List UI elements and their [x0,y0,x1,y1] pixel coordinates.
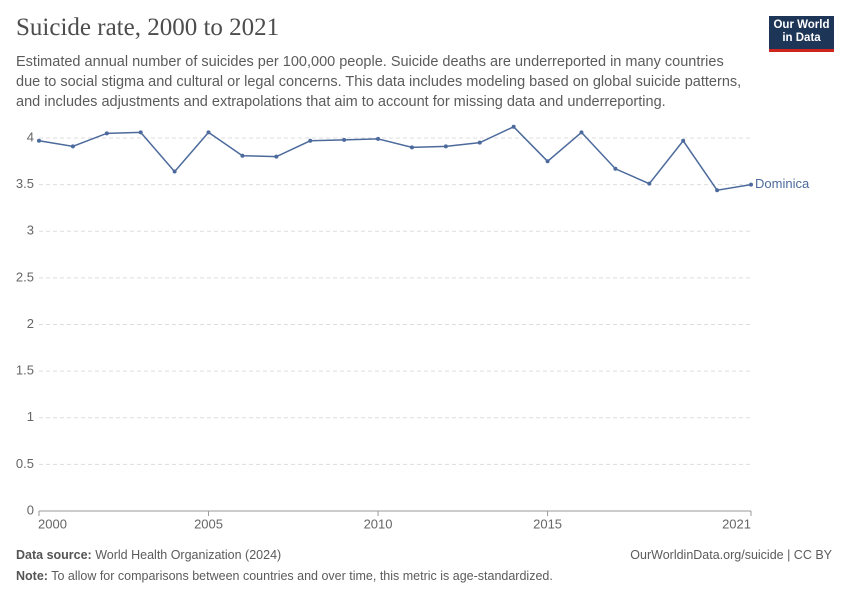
note-label: Note: [16,569,48,583]
point [70,144,75,149]
y-tick-label: 1 [27,409,34,424]
x-tick-label: 2005 [194,516,223,531]
x-tick-label: 2015 [533,516,562,531]
y-tick-label: 3.5 [16,176,34,191]
y-tick-label: 2 [27,316,34,331]
chart-subtitle: Estimated annual number of suicides per … [16,54,742,110]
point [715,188,720,193]
source-label: Data source: [16,548,92,562]
x-tick-label: 2021 [722,516,751,531]
point [443,144,448,149]
point [647,181,652,186]
y-tick-label: 3 [27,223,34,238]
point [308,138,313,143]
point [545,159,550,164]
logo-text: in Data [782,32,821,44]
note: Note: To allow for comparisons between c… [16,569,553,583]
point [240,153,245,158]
point [104,131,109,136]
logo-text: Our World [773,19,830,31]
series-label: Dominica [755,176,810,191]
point [37,138,41,143]
point [681,138,686,143]
y-tick-label: 2.5 [16,269,34,284]
note-text: To allow for comparisons between countri… [51,569,553,583]
point [342,137,347,142]
y-tick-label: 0 [27,502,34,517]
x-tick-label: 2000 [38,516,67,531]
point [409,145,414,150]
x-tick-label: 2010 [364,516,393,531]
point [206,130,211,135]
chart-title: Suicide rate, 2000 to 2021 [16,14,280,41]
point [376,136,381,141]
point [511,124,516,129]
point [579,130,584,135]
point [749,182,753,187]
source: Data source: World Health Organization (… [16,548,281,562]
line [38,125,752,192]
point [613,166,618,171]
y-tick-label: 4 [27,129,34,144]
url[interactable]: OurWorldinData.org/suicide | CC BY [630,548,832,562]
point [477,140,482,145]
point [274,154,279,159]
point [172,169,177,174]
logo[interactable]: Our World in Data [769,16,834,52]
y-tick-label: 0.5 [16,456,34,471]
point [138,130,143,135]
y-tick-label: 1.5 [16,363,34,378]
source-text: World Health Organization (2024) [95,548,282,562]
